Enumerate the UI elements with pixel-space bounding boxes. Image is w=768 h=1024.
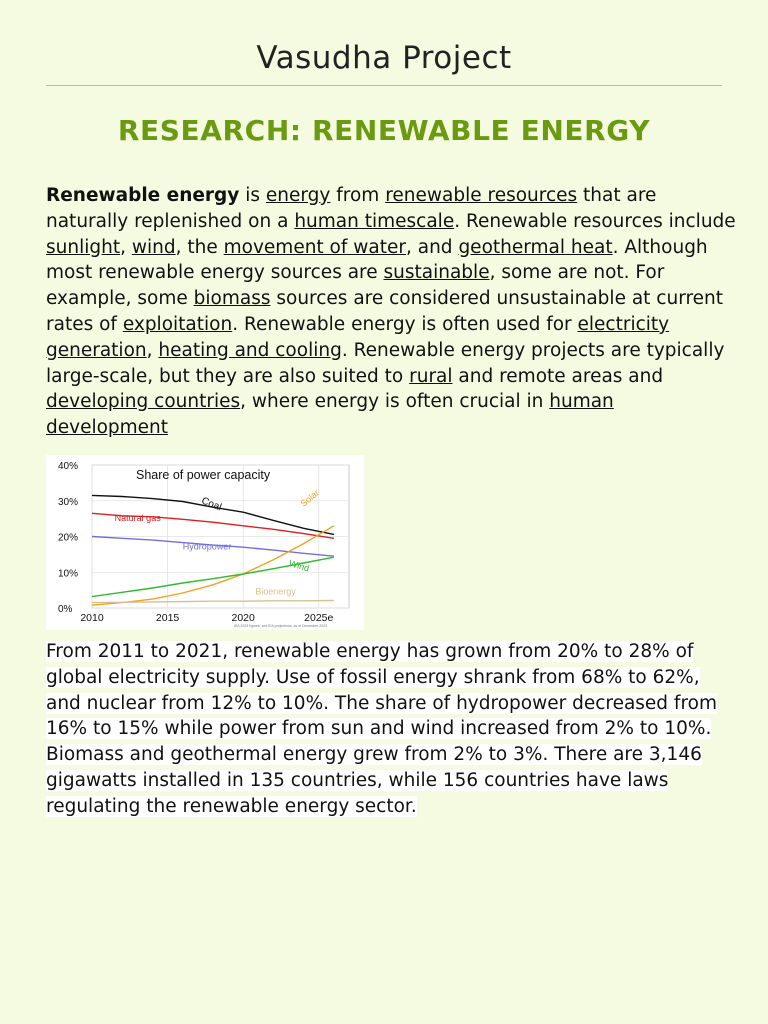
series-label-coal: Coal — [200, 495, 223, 513]
intro-paragraph: Renewable energy is energy from renewabl… — [46, 185, 736, 439]
y-tick-label: 20% — [58, 533, 78, 544]
header-divider — [46, 85, 722, 86]
x-tick-label: 2010 — [80, 612, 104, 624]
link-human-development[interactable]: human development — [46, 391, 614, 439]
term-fossil: fossil — [340, 666, 388, 688]
chart-footnote: IEA 2023 figures; see IEA projections, a… — [234, 624, 327, 628]
y-tick-label: 10% — [58, 568, 78, 579]
series-label-hydropower: Hydropower — [183, 541, 232, 551]
series-label-bioenergy: Bioenergy — [255, 586, 296, 596]
term-renewable-energy: Renewable energy — [46, 185, 240, 206]
series-line-bioenergy — [91, 599, 334, 604]
chart-title: Share of power capacity — [136, 468, 271, 482]
link-geothermal-heat[interactable]: geothermal heat — [458, 236, 613, 258]
link-heating-and-cooling[interactable]: heating and cooling — [158, 339, 342, 361]
series-label-wind: Wind — [288, 558, 310, 573]
power-capacity-chart: Share of power capacity Coal Natural gas H… — [46, 455, 364, 630]
x-tick-label: 2020 — [231, 612, 255, 624]
link-biomass[interactable]: biomass — [193, 288, 271, 310]
link-exploitation[interactable]: exploitation — [122, 313, 233, 335]
series-line-coal — [91, 494, 335, 536]
link-movement-of-water[interactable]: movement of water — [223, 236, 406, 258]
series-line-hydropower — [91, 535, 334, 557]
series-line-natural-gas — [91, 512, 335, 539]
series-label-natural-gas: Natural gas — [115, 513, 162, 523]
link-electricity-generation[interactable]: electricity generation — [46, 313, 670, 361]
y-tick-label: 0% — [58, 604, 73, 615]
y-tick-label: 30% — [58, 497, 78, 508]
x-tick-label: 2025e — [304, 612, 333, 624]
x-tick-label: 2015 — [156, 612, 180, 624]
link-sunlight[interactable]: sunlight — [46, 236, 121, 258]
term-biomass: Biomass — [46, 744, 124, 766]
chart-svg: Share of power capacity Coal Natural gas H… — [58, 461, 350, 628]
series-line-solar — [91, 525, 335, 606]
growth-paragraph: From 2011 to 2021, renewable energy has … — [46, 641, 717, 817]
link-sustainable[interactable]: sustainable — [383, 262, 490, 284]
page-heading: RESEARCH: RENEWABLE ENERGY — [117, 114, 651, 147]
link-energy[interactable]: energy — [265, 185, 331, 206]
series-label-solar: Solar — [299, 488, 322, 509]
link-wind[interactable]: wind — [131, 236, 176, 258]
link-renewable-resources[interactable]: renewable resources — [385, 185, 578, 206]
link-rural[interactable]: rural — [409, 365, 453, 387]
link-human-timescale[interactable]: human timescale — [294, 210, 455, 232]
y-tick-label: 40% — [58, 461, 78, 472]
series-line-wind — [91, 556, 335, 598]
link-developing-countries[interactable]: developing countries — [46, 391, 241, 413]
site-title: Vasudha Project — [256, 40, 512, 76]
